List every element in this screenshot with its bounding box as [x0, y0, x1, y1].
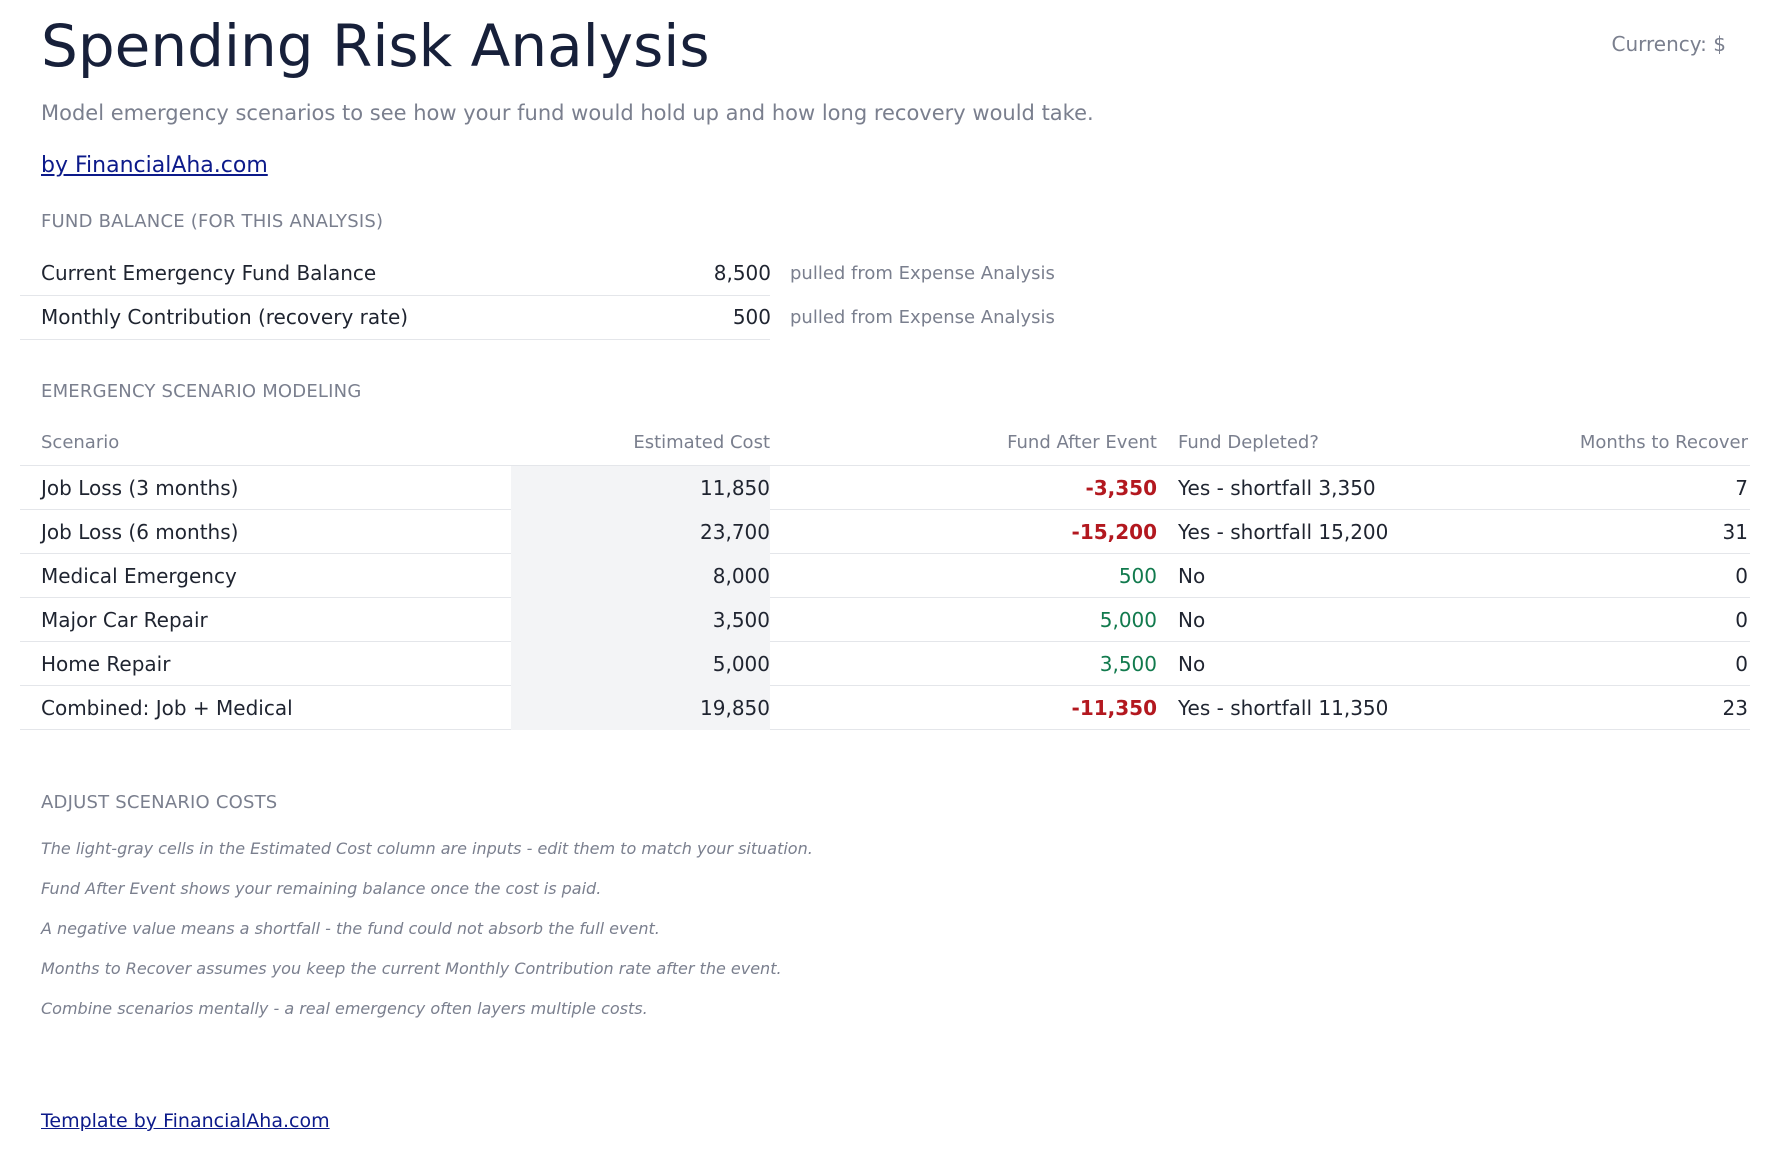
months-to-recover-value: 0 [1735, 564, 1748, 588]
fund-depleted-value: Yes - shortfall 15,200 [1178, 520, 1389, 544]
table-row: Combined: Job + Medical 19,850 -11,350 Y… [20, 686, 1750, 730]
table-row: Medical Emergency 8,000 500 No 0 [20, 554, 1750, 598]
table-row: Job Loss (3 months) 11,850 -3,350 Yes - … [20, 466, 1750, 510]
fund-depleted-value: Yes - shortfall 11,350 [1178, 696, 1389, 720]
estimated-cost-value: 8,000 [712, 564, 770, 588]
fund-depleted-value: No [1178, 608, 1206, 632]
estimated-cost-input[interactable] [511, 554, 770, 598]
estimated-cost-value: 3,500 [712, 608, 770, 632]
fund-balance-row: Current Emergency Fund Balance 8,500 [20, 251, 771, 296]
column-header-fund-depleted: Fund Depleted? [1178, 432, 1319, 453]
monthly-contribution-note: pulled from Expense Analysis [790, 307, 1055, 328]
fund-depleted-value: No [1178, 652, 1206, 676]
page-subtitle: Model emergency scenarios to see how you… [41, 101, 1094, 125]
fund-after-event-value: 5,000 [1099, 608, 1157, 632]
fund-balance-label: Current Emergency Fund Balance [41, 261, 377, 285]
scenario-name: Home Repair [41, 652, 171, 676]
fund-depleted-value: Yes - shortfall 3,350 [1178, 476, 1376, 500]
months-to-recover-value: 7 [1735, 476, 1748, 500]
months-to-recover-value: 23 [1722, 696, 1748, 720]
adjust-section-title: ADJUST SCENARIO COSTS [41, 792, 278, 813]
column-header-fund-after-event: Fund After Event [1007, 432, 1157, 453]
instruction-note: Combine scenarios mentally - a real emer… [41, 999, 648, 1018]
currency-label: Currency: $ [1611, 32, 1726, 56]
estimated-cost-input[interactable] [511, 642, 770, 686]
estimated-cost-value: 23,700 [700, 520, 770, 544]
scenario-section-title: EMERGENCY SCENARIO MODELING [41, 381, 362, 402]
footer-link[interactable]: Template by FinancialAha.com [41, 1110, 330, 1132]
monthly-contribution-label: Monthly Contribution (recovery rate) [41, 305, 409, 329]
monthly-contribution-row: Monthly Contribution (recovery rate) 500 [20, 295, 771, 340]
fund-after-event-value: 500 [1118, 564, 1157, 588]
scenario-name: Major Car Repair [41, 608, 208, 632]
byline-link[interactable]: by FinancialAha.com [41, 153, 268, 178]
instruction-note: Months to Recover assumes you keep the c… [41, 959, 782, 978]
monthly-contribution-value: 500 [732, 305, 771, 329]
scenario-table: Scenario Estimated Cost Fund After Event… [20, 420, 1750, 730]
column-header-months-to-recover: Months to Recover [1579, 432, 1748, 453]
estimated-cost-input[interactable] [511, 510, 770, 554]
estimated-cost-input[interactable] [511, 686, 770, 730]
column-header-estimated-cost: Estimated Cost [633, 432, 770, 453]
fund-depleted-value: No [1178, 564, 1206, 588]
instruction-note: Fund After Event shows your remaining ba… [41, 879, 602, 898]
estimated-cost-value: 11,850 [700, 476, 770, 500]
months-to-recover-value: 0 [1735, 652, 1748, 676]
page-title: Spending Risk Analysis [41, 12, 710, 80]
estimated-cost-input[interactable] [511, 598, 770, 642]
fund-balance-section-title: FUND BALANCE (FOR THIS ANALYSIS) [41, 211, 384, 232]
scenario-name: Job Loss (3 months) [41, 476, 239, 500]
scenario-name: Combined: Job + Medical [41, 696, 293, 720]
table-row: Major Car Repair 3,500 5,000 No 0 [20, 598, 1750, 642]
fund-balance-note: pulled from Expense Analysis [790, 263, 1055, 284]
fund-balance-value: 8,500 [713, 261, 771, 285]
months-to-recover-value: 31 [1722, 520, 1748, 544]
fund-after-event-value: 3,500 [1099, 652, 1157, 676]
column-header-scenario: Scenario [41, 432, 120, 453]
scenario-name: Job Loss (6 months) [41, 520, 239, 544]
estimated-cost-value: 5,000 [712, 652, 770, 676]
months-to-recover-value: 0 [1735, 608, 1748, 632]
fund-after-event-value: -3,350 [1085, 476, 1157, 500]
scenario-table-header: Scenario Estimated Cost Fund After Event… [20, 420, 1750, 466]
scenario-name: Medical Emergency [41, 564, 237, 588]
table-row: Home Repair 5,000 3,500 No 0 [20, 642, 1750, 686]
fund-after-event-value: -11,350 [1071, 696, 1157, 720]
table-row: Job Loss (6 months) 23,700 -15,200 Yes -… [20, 510, 1750, 554]
estimated-cost-input[interactable] [511, 466, 770, 510]
fund-after-event-value: -15,200 [1071, 520, 1157, 544]
estimated-cost-value: 19,850 [700, 696, 770, 720]
instruction-note: A negative value means a shortfall - the… [41, 919, 660, 938]
instruction-note: The light-gray cells in the Estimated Co… [41, 839, 813, 858]
